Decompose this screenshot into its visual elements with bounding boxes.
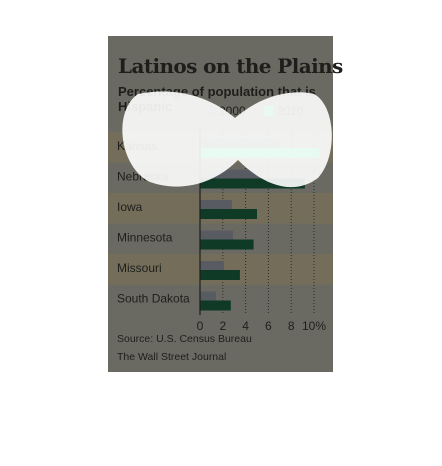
bar-2000-minnesota	[200, 230, 234, 241]
bar-2000-nebraska	[200, 169, 263, 180]
category-label: Iowa	[117, 200, 143, 214]
category-label: South Dakota	[117, 292, 190, 306]
category-label: Nebraska	[117, 170, 169, 184]
bar-2000-iowa	[200, 200, 232, 210]
x-tick-label: 8	[288, 319, 295, 333]
x-tick-label: 0	[197, 319, 204, 333]
chart-title: Latinos on the Plains	[118, 54, 343, 78]
bar-2000-kansas	[200, 139, 280, 149]
chart-panel: Latinos on the Plains Percentage of popu…	[108, 36, 343, 372]
source-note: Source: U.S. Census Bureau	[117, 333, 252, 345]
category-label: Missouri	[117, 261, 162, 275]
bar-2000-south-dakota	[200, 291, 216, 302]
bar-chart: Kansas Nebraska Iowa Minnesota Missouri South…	[108, 128, 333, 333]
x-tick-label: 10%	[302, 319, 326, 333]
x-tick-label: 4	[242, 319, 249, 333]
bar-2010-south-dakota	[200, 300, 231, 311]
category-label: Minnesota	[117, 231, 173, 245]
bar-2010-missouri	[200, 270, 240, 280]
credit-line: The Wall Street Journal	[117, 351, 227, 363]
bar-2010-minnesota	[200, 239, 254, 250]
x-tick-label: 2	[219, 319, 226, 333]
bar-2010-nebraska	[200, 178, 305, 189]
bar-2010-iowa	[200, 209, 257, 219]
category-label: Kansas	[117, 139, 157, 153]
bar-2000-missouri	[200, 261, 224, 271]
x-tick-label: 6	[265, 319, 272, 333]
bar-2010-kansas	[200, 148, 320, 158]
